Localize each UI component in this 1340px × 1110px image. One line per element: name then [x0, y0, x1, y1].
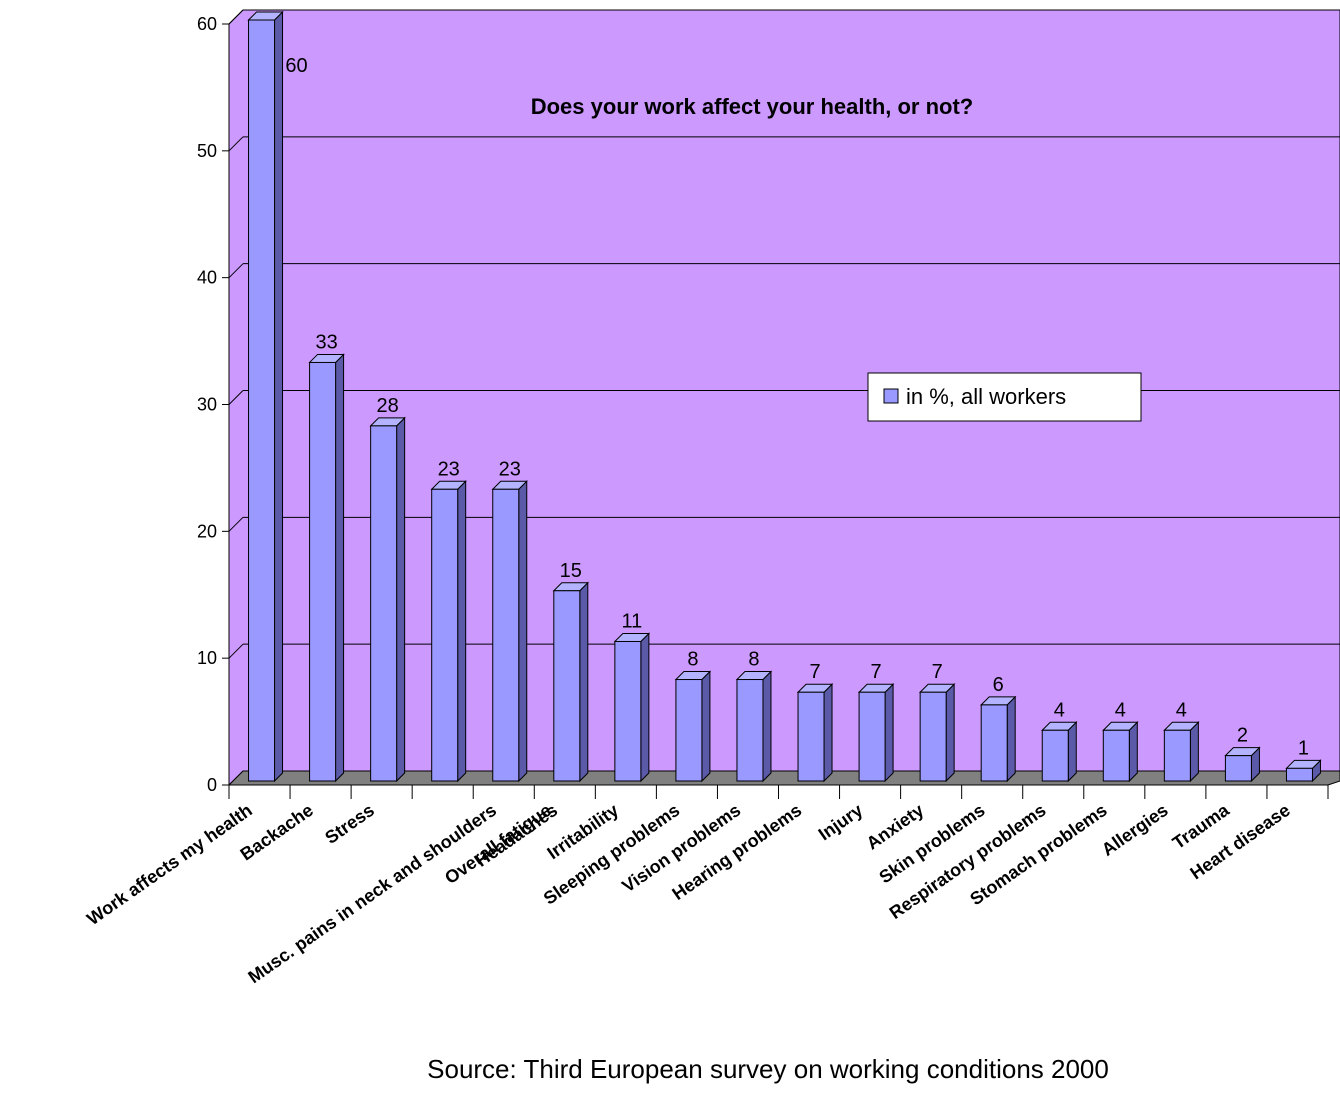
data-label: 1: [1298, 737, 1309, 759]
bar-side: [884, 683, 894, 783]
bar-side: [396, 416, 406, 783]
data-label: 23: [438, 458, 460, 480]
bar: [552, 581, 590, 783]
bar: [491, 480, 528, 783]
data-label: 7: [871, 661, 882, 683]
category-label: Allergies: [1098, 800, 1172, 860]
y-tick-label: 0: [207, 775, 217, 795]
y-tick-label: 60: [197, 14, 217, 34]
bar-side: [457, 480, 467, 783]
y-tick-label: 50: [197, 141, 217, 161]
bar-side: [274, 10, 284, 783]
data-label: 6: [993, 674, 1004, 696]
bar: [674, 670, 712, 783]
bar-front: [370, 425, 398, 782]
source-note: Source: Third European survey on working…: [427, 1054, 1109, 1084]
bar: [1102, 721, 1139, 783]
bar: [857, 683, 895, 783]
gridline-depth: [228, 9, 244, 25]
bar-side: [518, 480, 528, 783]
legend-box: [867, 372, 1142, 422]
bar: [1041, 721, 1078, 783]
category-label: Work affects my health: [83, 800, 256, 929]
bar: [796, 683, 834, 783]
gridlines: [228, 9, 1340, 659]
y-tick-label: 40: [197, 268, 217, 288]
bar-front: [858, 691, 886, 782]
bar: [918, 683, 956, 783]
bar: [308, 353, 345, 783]
category-label: Injury: [815, 800, 867, 844]
bar-side: [1067, 721, 1077, 783]
bar: [735, 670, 773, 783]
gridline-depth: [228, 136, 244, 152]
bar-side: [640, 632, 650, 783]
bar-front: [248, 19, 276, 782]
bar-front: [1163, 729, 1191, 782]
data-label: 4: [1054, 699, 1065, 721]
legend-swatch: [883, 388, 899, 404]
bar-front: [675, 679, 703, 782]
data-label: 7: [809, 661, 820, 683]
bar-side: [701, 670, 711, 783]
bar: [430, 480, 467, 783]
gridline-depth: [228, 643, 244, 659]
bar-front: [1102, 729, 1130, 782]
category-label: Stress: [321, 800, 378, 848]
bar-front: [492, 488, 520, 782]
bar-front: [1224, 755, 1252, 782]
value-labels: 60 33 28 23 23 15 11 8 8 7 7 7 6 4 4 4 2 1: [285, 55, 1309, 759]
axes: 0 10 20 30 40 50 60: [197, 14, 1329, 799]
legend-label: in %, all workers: [906, 384, 1066, 409]
bar: [369, 416, 406, 783]
bar: [247, 10, 284, 783]
data-label: 11: [621, 610, 642, 632]
y-tick-label: 10: [197, 648, 217, 668]
data-label: 2: [1237, 725, 1248, 747]
bar-side: [1128, 721, 1138, 783]
bar: [1285, 759, 1322, 783]
data-label: 4: [1176, 699, 1187, 721]
bars: [247, 10, 1322, 783]
legend: in %, all workers: [867, 372, 1142, 422]
bar-side: [762, 670, 772, 783]
bar-front: [1285, 767, 1313, 782]
gridline-depth: [228, 516, 244, 532]
bar-front: [431, 488, 459, 782]
bar: [979, 695, 1017, 783]
bar-front: [980, 704, 1008, 782]
data-label: 28: [377, 395, 399, 417]
bar-front: [1041, 729, 1069, 782]
bar-side: [1189, 721, 1199, 783]
bar-side: [823, 683, 833, 783]
chart-title: Does your work affect your health, or no…: [531, 94, 974, 119]
data-label: 8: [748, 649, 759, 671]
y-tick-label: 30: [197, 395, 217, 415]
data-label: 4: [1115, 699, 1126, 721]
bar-side: [945, 683, 955, 783]
bar-side: [335, 353, 345, 783]
bar-front: [797, 691, 825, 782]
data-label: 8: [687, 649, 698, 671]
gridline-depth: [228, 263, 244, 279]
data-label: 15: [560, 560, 582, 582]
bar-front: [919, 691, 947, 782]
data-label: 7: [932, 661, 943, 683]
bar: [1163, 721, 1200, 783]
bar-front: [553, 590, 581, 782]
y-tick-label: 20: [197, 521, 217, 541]
bar-side: [1006, 695, 1016, 783]
bar-front: [736, 679, 764, 782]
bar: [613, 632, 651, 783]
data-label: 23: [499, 458, 521, 480]
gridline-depth: [228, 390, 244, 405]
bar: [1224, 746, 1261, 783]
bar-side: [579, 581, 589, 783]
data-label: 33: [315, 331, 337, 353]
data-label: 60: [285, 55, 307, 77]
bar-front: [614, 640, 642, 782]
bar-front: [309, 361, 337, 782]
